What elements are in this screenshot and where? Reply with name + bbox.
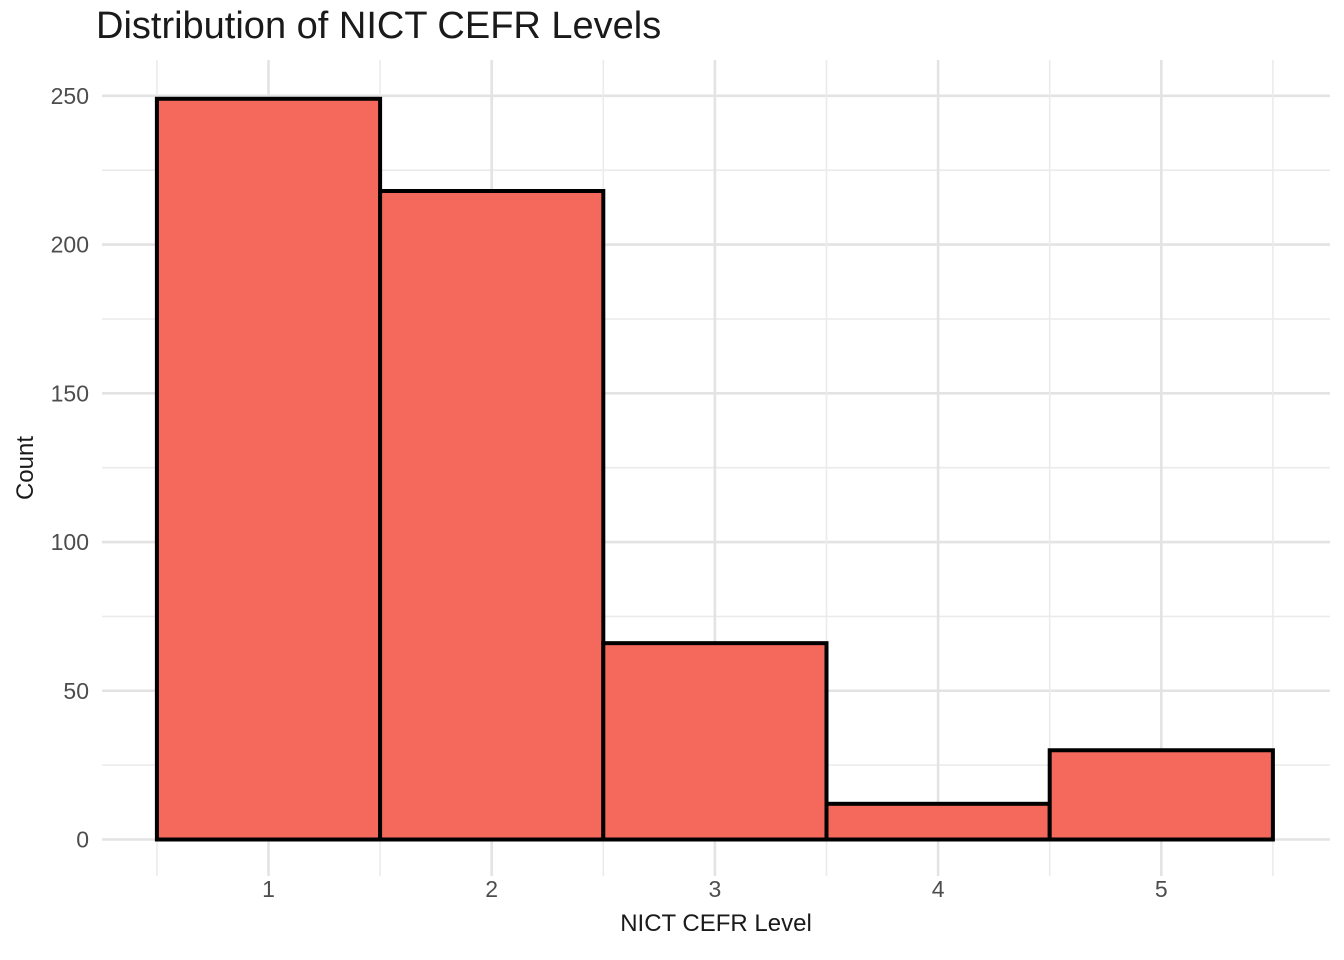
x-tick-label: 2 [485,876,498,902]
x-tick-label: 4 [932,876,945,902]
y-tick-label: 150 [51,380,89,406]
y-tick-label: 200 [51,232,89,258]
y-tick-label: 50 [63,678,89,704]
plot-title: Distribution of NICT CEFR Levels [96,5,662,47]
histogram-bar [824,801,1052,842]
y-tick-label: 0 [76,827,89,853]
x-axis-title: NICT CEFR Level [620,910,812,937]
y-tick-label: 250 [51,83,89,109]
y-tick-label: 100 [51,529,89,555]
histogram-bar [154,96,383,842]
histogram-bar [601,641,829,842]
histogram-bar [378,188,606,842]
x-tick-label: 3 [709,876,722,902]
y-axis-title: Count [12,435,39,501]
histogram-bar [1047,748,1275,842]
x-tick-label: 1 [262,876,275,902]
x-tick-label: 5 [1155,876,1168,902]
